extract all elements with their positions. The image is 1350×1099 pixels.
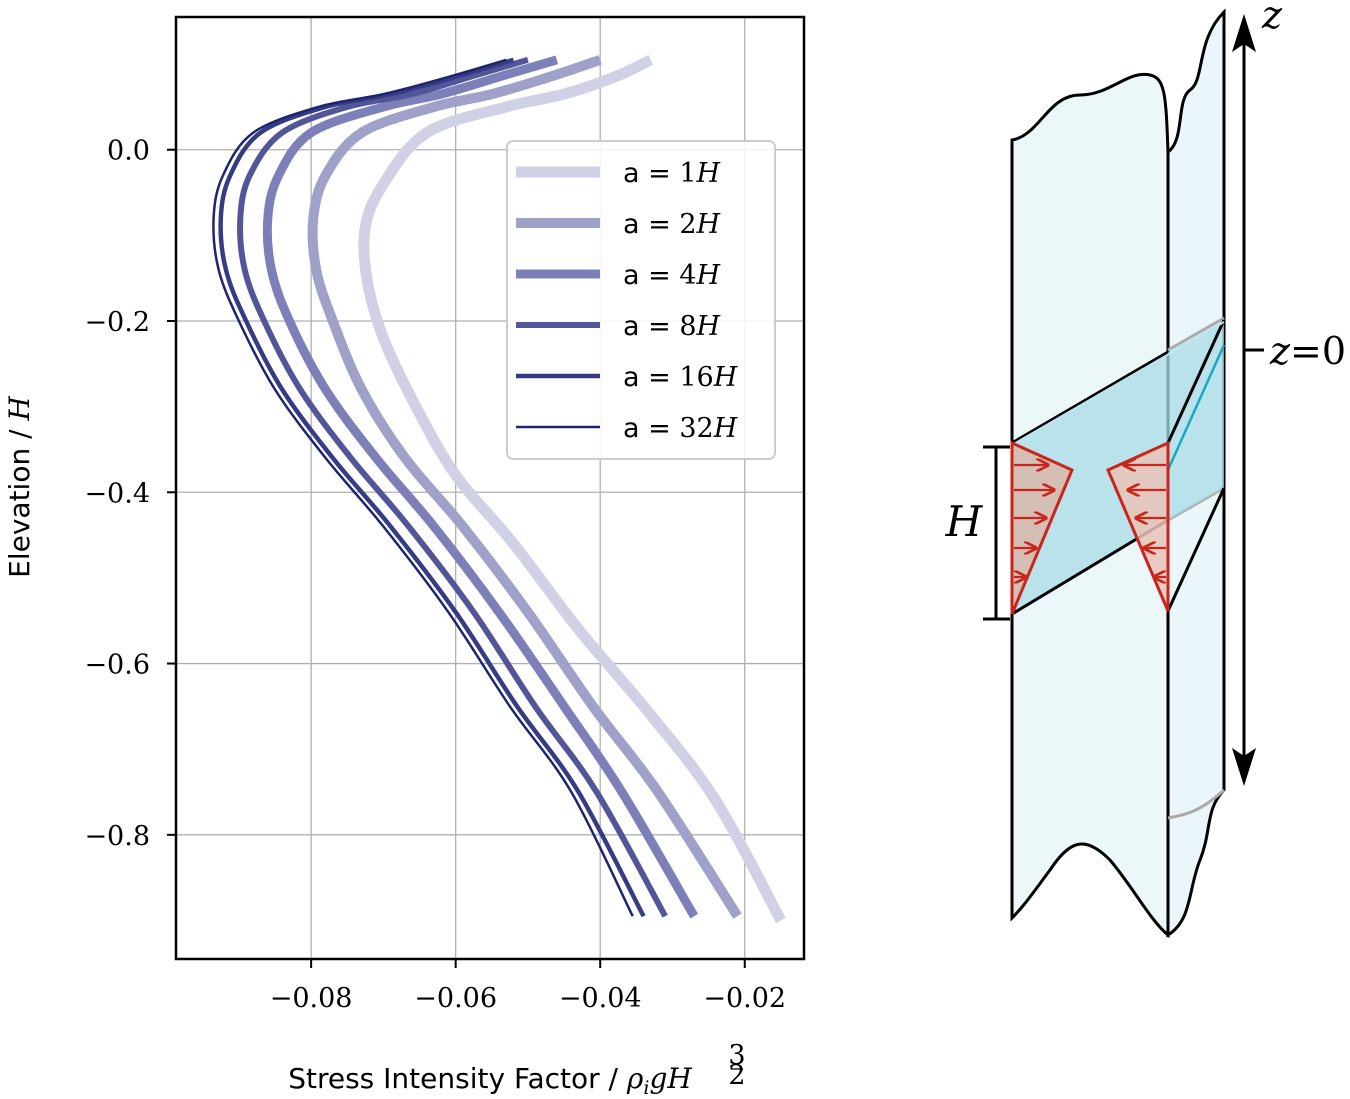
y-tick-label: −0.6 xyxy=(84,650,150,681)
hidden-edge-top xyxy=(1167,316,1225,352)
load-triangle-left xyxy=(1010,440,1074,615)
exponent-numerator: 3 xyxy=(728,1040,745,1071)
series-line-3 xyxy=(262,55,699,919)
legend-entry: a = 2H xyxy=(623,209,721,240)
thickness-label: H xyxy=(945,497,984,546)
legend-entry: a = 8H xyxy=(623,311,721,342)
series-line-6 xyxy=(212,58,634,917)
x-axis-label: Stress Intensity Factor / ρigH xyxy=(288,1062,692,1099)
load-arrows-right xyxy=(1124,465,1166,577)
x-tick-label: −0.02 xyxy=(703,983,786,1014)
y-tick-label: −0.8 xyxy=(84,821,150,852)
crack-side-bottom-edge xyxy=(1166,487,1226,612)
legend-entry: a = 16H xyxy=(623,362,738,393)
load-arrows-left xyxy=(1014,465,1054,577)
series-line-4 xyxy=(237,56,668,918)
legend-entry: a = 1H xyxy=(623,158,721,189)
series-lines xyxy=(212,54,786,924)
crack-reflection-line xyxy=(1011,321,1225,446)
crack-top-edge xyxy=(1011,350,1169,445)
crack-side-top-edge xyxy=(1166,319,1226,444)
y-tick-label: −0.4 xyxy=(84,478,150,509)
legend-entry: a = 4H xyxy=(623,260,721,291)
x-axis-label-exponent: 3 2 xyxy=(728,1040,745,1091)
exponent-denominator: 2 xyxy=(728,1060,745,1091)
z-axis-arrow-down xyxy=(1232,748,1256,786)
load-triangle-right xyxy=(1106,440,1170,612)
y-ticks: 0.0 −0.2 −0.4 −0.6 −0.8 xyxy=(84,136,176,852)
crack-tip-line xyxy=(1166,344,1226,471)
y-axis-label: Elevation / H xyxy=(3,396,36,578)
thickness-bracket xyxy=(983,445,1010,621)
hidden-edge-base xyxy=(1167,788,1226,820)
z-axis xyxy=(1232,14,1264,786)
legend: a = 1H a = 2H a = 4H a = 8H a = 16H a = 32H xyxy=(506,140,776,460)
legend-entry: a = 32H xyxy=(623,413,738,444)
plot-frame xyxy=(174,15,806,961)
plate-crack-diagram: H z z=0 xyxy=(945,0,1346,939)
y-tick-label: −0.2 xyxy=(84,307,150,338)
z-axis-label: z xyxy=(1261,0,1283,37)
x-tick-label: −0.04 xyxy=(559,983,642,1014)
series-line-5 xyxy=(218,57,646,918)
z-axis-arrow-up xyxy=(1232,14,1256,52)
x-tick-label: −0.08 xyxy=(270,983,353,1014)
series-line-2 xyxy=(307,55,742,919)
y-tick-label: 0.0 xyxy=(107,136,150,167)
x-tick-label: −0.06 xyxy=(414,983,497,1014)
x-ticks: −0.08 −0.06 −0.04 −0.02 xyxy=(270,959,786,1014)
stress-intensity-chart: −0.08 −0.06 −0.04 −0.02 0.0 −0.2 −0.4 −0.6 −0.8… xyxy=(3,15,806,1099)
series-line-1 xyxy=(358,54,786,924)
z-zero-label: z=0 xyxy=(1269,329,1346,373)
